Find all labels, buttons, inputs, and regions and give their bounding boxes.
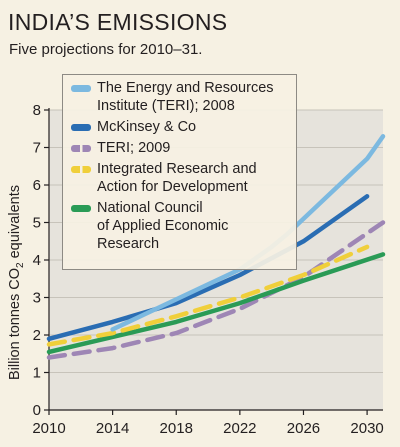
legend-label-line: Integrated Research and — [97, 161, 257, 177]
legend-item: McKinsey & Co — [71, 118, 288, 136]
y-tick-label: 0 — [33, 402, 41, 419]
legend-swatch — [71, 124, 91, 131]
legend-label-line: McKinsey & Co — [97, 119, 197, 135]
legend-swatch — [71, 145, 91, 152]
series-line-5 — [46, 252, 386, 355]
legend-label: McKinsey & Co — [97, 118, 196, 136]
x-tick-label: 2010 — [32, 420, 65, 437]
legend-swatch — [71, 205, 91, 212]
legend-label-line: Research — [97, 236, 160, 252]
y-tick-label: 2 — [33, 327, 41, 344]
legend-label-line: National Council — [97, 200, 203, 216]
legend-item: National Council of Applied Economic Resea… — [71, 199, 288, 253]
legend-item: Integrated Research and Action for Develo… — [71, 160, 288, 196]
y-tick-label: 4 — [33, 252, 41, 269]
legend: The Energy and Resources Institute (TERI)… — [62, 74, 297, 270]
legend-label-line: Action for Development — [97, 179, 248, 195]
chart-title: INDIA’S EMISSIONS — [8, 9, 228, 35]
y-tick-label: 1 — [33, 365, 41, 382]
legend-label: TERI; 2009 — [97, 139, 170, 157]
y-tick-label: 7 — [33, 140, 41, 157]
legend-item: The Energy and Resources Institute (TERI)… — [71, 79, 288, 115]
x-tick-label: 2018 — [160, 420, 193, 437]
y-axis-label: Billion tonnes CO2 equivalents — [7, 185, 26, 380]
y-tick-label: 5 — [33, 215, 41, 232]
legend-label: Integrated Research and Action for Develo… — [97, 160, 257, 196]
x-tick-label: 2030 — [350, 420, 383, 437]
x-tick-label: 2014 — [96, 420, 129, 437]
legend-item: TERI; 2009 — [71, 139, 288, 157]
legend-swatch — [71, 166, 91, 173]
x-tick-label: 2022 — [223, 420, 256, 437]
series-line-4 — [46, 244, 370, 347]
y-tick-label: 8 — [33, 102, 41, 119]
legend-label-line: TERI; 2009 — [97, 140, 171, 156]
legend-label-line: of Applied Economic — [97, 218, 229, 234]
y-tick-label: 6 — [33, 177, 41, 194]
legend-label-line: Institute (TERI); 2008 — [97, 98, 235, 114]
legend-label: National Council of Applied Economic Resea… — [97, 199, 228, 253]
legend-swatch — [71, 85, 91, 92]
legend-label-line: The Energy and Resources — [97, 80, 274, 96]
x-tick-label: 2026 — [287, 420, 320, 437]
legend-label: The Energy and Resources Institute (TERI)… — [97, 79, 274, 115]
chart-subtitle: Five projections for 2010–31. — [9, 41, 203, 58]
series-line-2 — [46, 194, 370, 342]
y-tick-label: 3 — [33, 290, 41, 307]
